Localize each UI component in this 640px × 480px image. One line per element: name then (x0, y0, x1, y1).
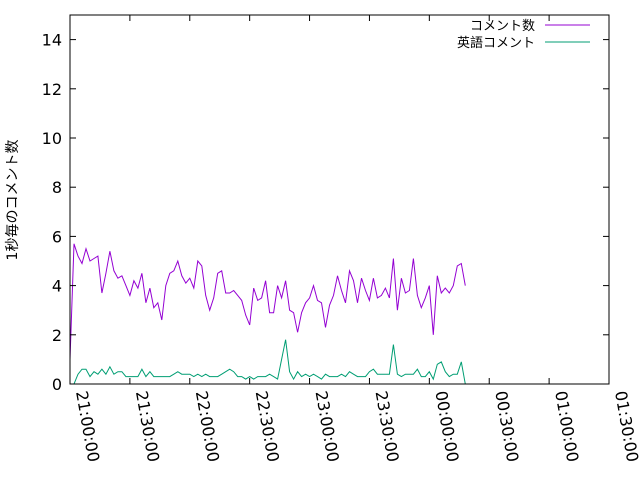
y-tick-label: 2 (52, 326, 62, 345)
x-tick-label: 00:30:00 (491, 389, 522, 463)
y-tick-label: 14 (42, 31, 62, 50)
y-axis-label: 1秒毎のコメント数 (5, 140, 21, 261)
x-tick-label: 21:30:00 (132, 389, 163, 463)
y-tick-label: 8 (52, 178, 62, 197)
y-tick-label: 4 (52, 277, 62, 296)
x-tick-label: 22:30:00 (252, 389, 283, 463)
x-tick-label: 01:30:00 (611, 389, 640, 463)
x-tick-label: 21:00:00 (72, 389, 103, 463)
plot-frame (69, 14, 610, 385)
y-tick-label: 12 (42, 80, 62, 99)
legend-label-1: 英語コメント (457, 35, 535, 51)
x-tick-label: 00:00:00 (431, 389, 462, 463)
x-tick-label: 22:00:00 (192, 389, 223, 463)
legend-label-0: コメント数 (470, 19, 535, 34)
series-line-1 (70, 339, 466, 385)
x-tick-label: 23:00:00 (312, 389, 343, 463)
series-line-0 (69, 243, 466, 360)
y-tick-label: 0 (52, 375, 62, 394)
y-tick-label: 6 (52, 227, 62, 246)
x-tick-label: 01:00:00 (551, 389, 582, 463)
x-tick-label: 23:30:00 (372, 389, 403, 463)
y-tick-label: 10 (42, 129, 62, 148)
